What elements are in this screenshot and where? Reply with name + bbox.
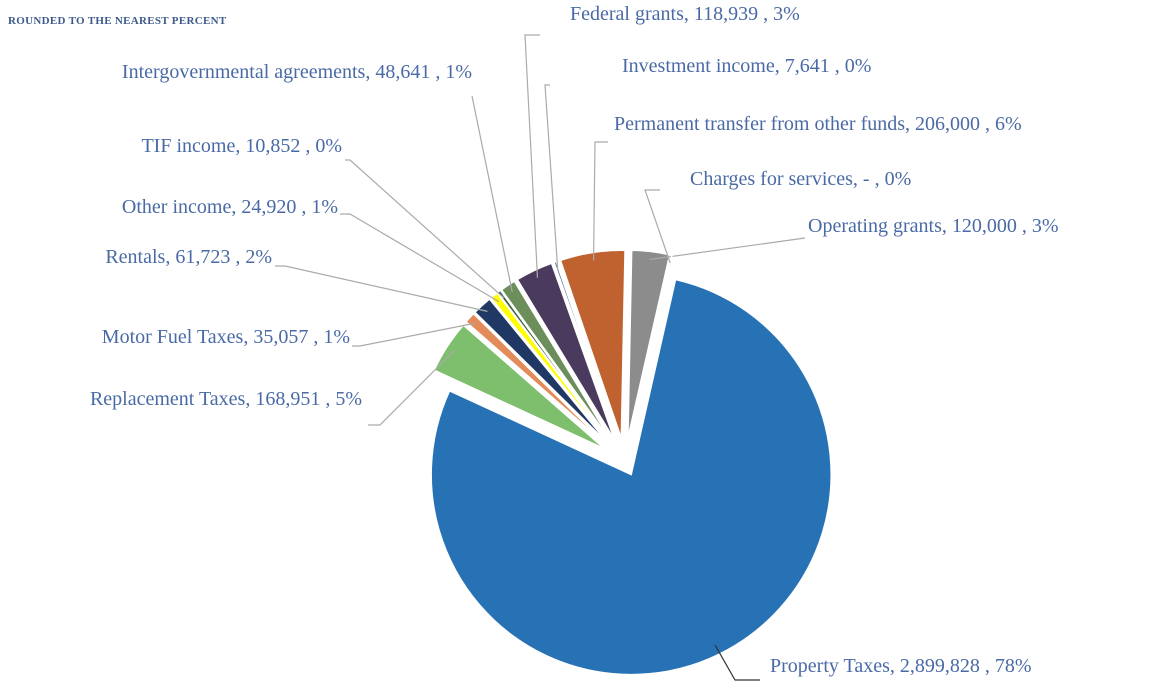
leader-line xyxy=(649,237,806,261)
slice-label: Motor Fuel Taxes, 35,057 , 1% xyxy=(102,326,350,348)
pie-slice xyxy=(464,312,608,447)
pie-slice xyxy=(552,260,618,440)
slice-label: Federal grants, 118,939 , 3% xyxy=(570,3,800,25)
leader-line xyxy=(644,189,671,264)
slice-label: Property Taxes, 2,899,828 , 78% xyxy=(770,655,1032,677)
slice-label: Other income, 24,920 , 1% xyxy=(122,196,338,218)
slice-label: Charges for services, - , 0% xyxy=(690,168,911,190)
leader-line xyxy=(340,213,500,303)
chart-subtitle: ROUNDED TO THE NEAREST PERCENT xyxy=(8,15,227,27)
slice-label: TIF income, 10,852 , 0% xyxy=(141,135,342,157)
pie-slice xyxy=(473,297,610,445)
slice-label: Investment income, 7,641 , 0% xyxy=(622,55,871,77)
leader-line xyxy=(714,644,760,681)
leader-line xyxy=(524,34,540,278)
pie-slice xyxy=(516,262,616,441)
leader-line xyxy=(592,141,608,261)
pie-slice xyxy=(559,249,626,439)
pie-slice xyxy=(627,249,671,439)
slice-label: Rentals, 61,723 , 2% xyxy=(105,246,272,268)
slice-label: Replacement Taxes, 168,951 , 5% xyxy=(90,388,362,410)
leader-line xyxy=(471,95,513,293)
slice-label: Operating grants, 120,000 , 3% xyxy=(808,215,1059,237)
leader-line xyxy=(352,322,476,347)
pie-slice xyxy=(500,280,613,443)
leader-line xyxy=(368,350,455,426)
slice-label: Intergovernmental agreements, 48,641 , 1… xyxy=(122,61,472,83)
slice-label: Permanent transfer from other funds, 206… xyxy=(614,113,1022,135)
leader-line xyxy=(275,265,488,312)
leader-line xyxy=(345,159,505,299)
leader-line xyxy=(544,84,559,270)
